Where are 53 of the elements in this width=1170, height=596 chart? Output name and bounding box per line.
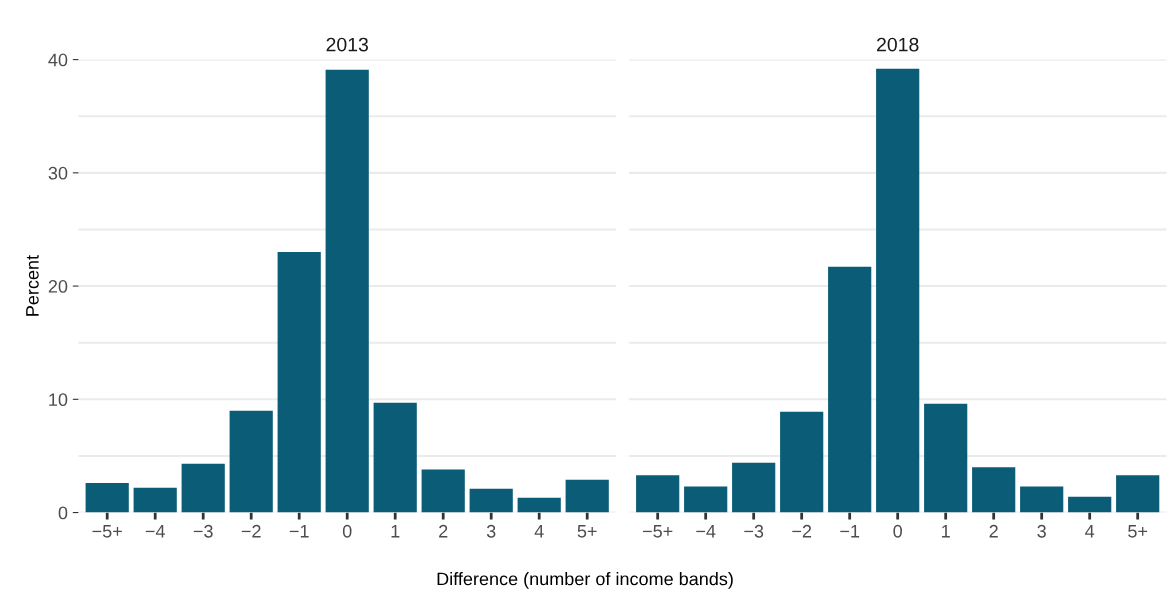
bar <box>1020 486 1064 513</box>
x-tick-label: −3 <box>193 524 213 538</box>
x-tick-label: −3 <box>744 524 764 538</box>
x-tick-label: −1 <box>840 525 860 538</box>
x-tick-label: 4 <box>534 525 544 538</box>
x-tick-label: 5+ <box>577 525 597 538</box>
y-tick-label: 10 <box>49 393 68 407</box>
x-tick-label: −1 <box>289 525 309 538</box>
x-tick-label: −5+ <box>92 525 122 538</box>
bar <box>133 487 177 513</box>
x-axis-title: Difference (number of income bands) <box>437 572 733 589</box>
y-tick-label: 40 <box>48 53 68 67</box>
y-axis-title: Percent <box>26 255 39 316</box>
bar <box>876 68 920 513</box>
bar <box>684 486 728 513</box>
bar <box>421 469 465 513</box>
x-tick-label: 2 <box>439 524 448 538</box>
x-tick-label: −2 <box>792 524 812 538</box>
x-tick-label: 5+ <box>1128 525 1148 538</box>
y-tick-label: 30 <box>48 166 68 180</box>
bar <box>732 462 776 513</box>
bar <box>1068 496 1112 513</box>
x-tick-label: 4 <box>1085 525 1095 538</box>
bar <box>325 69 369 513</box>
bar <box>229 410 273 513</box>
x-tick-label: −5+ <box>643 525 673 538</box>
bar <box>469 488 513 513</box>
x-tick-label: 3 <box>486 524 496 538</box>
bar <box>1116 475 1160 513</box>
bar <box>85 483 129 513</box>
x-tick-label: 0 <box>342 524 352 538</box>
bar <box>565 479 609 513</box>
y-tick-label: 20 <box>48 280 68 293</box>
chart-title: 2013 <box>326 37 368 52</box>
y-tick-label: 0 <box>58 506 68 520</box>
x-tick-label: −4 <box>696 525 716 538</box>
bar <box>181 463 225 513</box>
bar <box>828 266 872 513</box>
bar <box>636 475 680 513</box>
x-tick-label: 1 <box>391 525 400 538</box>
bar <box>277 252 321 513</box>
chart-title: 2018 <box>877 37 919 52</box>
x-tick-label: −4 <box>145 525 165 538</box>
x-tick-label: −2 <box>241 524 261 538</box>
x-tick-label: 2 <box>989 524 998 538</box>
bar <box>780 411 824 513</box>
x-tick-label: 0 <box>893 524 902 538</box>
bar <box>517 497 561 513</box>
bar <box>972 467 1016 513</box>
bar <box>373 402 417 513</box>
bar <box>924 403 968 513</box>
x-tick-label: 3 <box>1037 524 1046 538</box>
x-tick-label: 1 <box>942 525 950 538</box>
